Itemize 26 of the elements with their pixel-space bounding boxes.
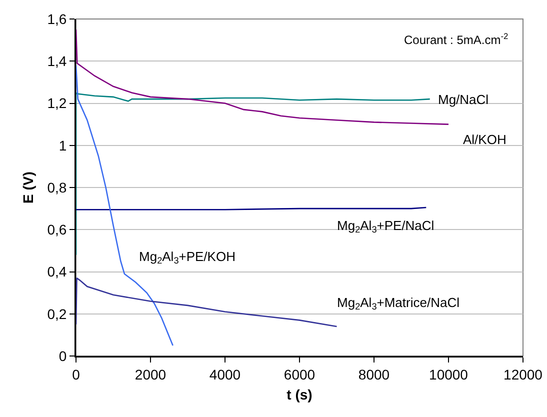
x-tick-label: 0 (72, 366, 80, 382)
x-tick-label: 8000 (358, 366, 390, 382)
x-tick-label: 12000 (504, 366, 543, 382)
y-tick-label: 0,2 (47, 306, 67, 322)
series-label: Mg$_{2}$Al$_{3}$+PE/KOH (139, 249, 236, 266)
y-tick-label: 1,6 (47, 10, 67, 27)
x-tick-label: 2000 (134, 366, 166, 382)
series-label: Mg$_{2}$Al$_{3}$+Matrice/NaCl (337, 295, 460, 312)
annotation: Courant : 5mA.cm$^{-2}$ (404, 31, 508, 48)
y-axis-title: E (V) (20, 172, 36, 204)
x-tick-label: 10000 (429, 366, 468, 382)
series-label: Mg/NaCl (438, 92, 489, 107)
series-label: Al/KOH (463, 132, 506, 147)
y-tick-label: 0 (58, 348, 67, 364)
series-label: Mg$_{2}$Al$_{3}$+PE/NaCl (337, 218, 434, 235)
x-tick-label: 4000 (209, 366, 241, 382)
y-tick-label: 0,8 (47, 179, 67, 196)
y-tick-label: 1,2 (47, 95, 67, 112)
y-tick-label: 1 (58, 137, 67, 154)
y-tick-label: 0,6 (47, 222, 67, 238)
line-series (76, 64, 174, 346)
y-tick-label: 0,4 (47, 264, 67, 280)
x-axis-title: t (s) (286, 386, 312, 402)
x-tick-label: 6000 (284, 366, 316, 382)
y-tick-label: 1,4 (47, 53, 67, 70)
line-series (76, 277, 338, 328)
